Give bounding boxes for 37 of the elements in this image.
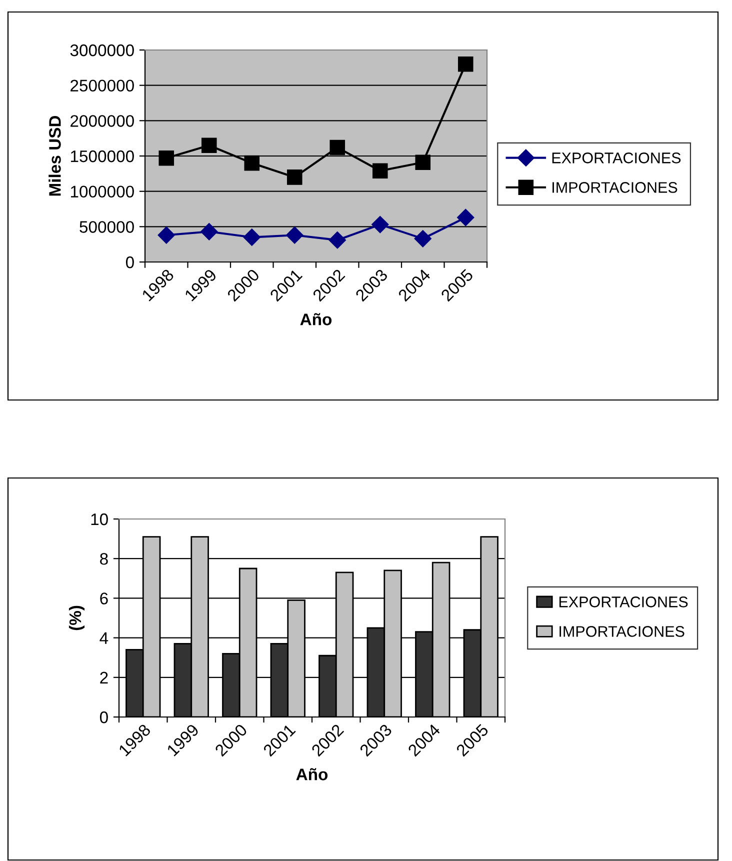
x-axis-title: Año [296,768,328,780]
legend-label: EXPORTACIONES [552,152,681,164]
legend-label: EXPORTACIONES [559,596,688,608]
point [330,140,346,156]
y-tick-label: 1500000 [70,150,134,162]
point [372,163,388,178]
legend-label: IMPORTACIONES [560,626,684,637]
point [286,226,304,244]
point [158,150,174,166]
point [415,154,431,170]
y-tick-label: 2500000 [70,80,134,92]
y-tick-label: 0 [126,256,134,268]
y-tick-label: 1000000 [70,186,134,198]
point [328,232,346,249]
y-tick-label: 10 [91,513,108,526]
y-tick-label: 500000 [80,221,134,233]
y-tick-label: 2000000 [70,115,134,127]
y-tick-label: 2 [100,672,108,684]
x-axis-title: Año [300,313,332,326]
point [414,230,432,248]
y-tick-label: 3000000 [70,44,134,56]
point [372,216,389,234]
y-tick-label: 4 [100,632,108,644]
legend-label: IMPORTACIONES [552,182,678,193]
y-axis-title: (%) [68,606,84,630]
y-tick-label: 6 [100,592,108,604]
point [200,223,218,240]
point [244,155,260,171]
y-tick-label: 0 [100,711,108,724]
point [458,56,474,72]
point [158,226,175,244]
point [286,170,302,185]
point [243,228,260,246]
y-tick-label: 8 [100,553,108,565]
y-axis-title: Miles USD [48,116,61,196]
point [201,138,217,154]
point [457,208,474,226]
